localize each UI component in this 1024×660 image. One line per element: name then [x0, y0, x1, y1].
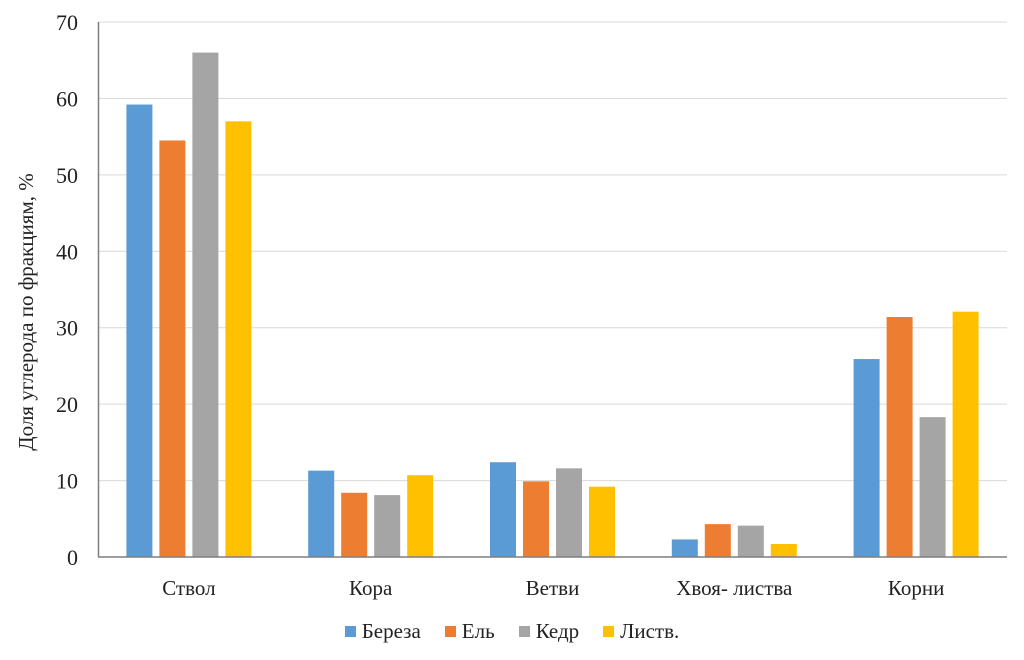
bar-Листв.-Кора — [407, 475, 434, 557]
bar-Листв.-Ствол — [225, 121, 252, 557]
y-axis-ticks: 0 10 20 30 40 50 60 70 — [56, 10, 78, 570]
x-axis-categories: Ствол Кора Ветви Хвоя- листва Корни — [162, 576, 944, 600]
bar-Листв.-Ветви — [589, 486, 615, 557]
y-tick-label: 10 — [56, 469, 78, 494]
legend-label: Береза — [361, 619, 421, 643]
bar-Кедр-Хвоя- листва — [737, 525, 764, 557]
bar-Береза-Корни — [853, 359, 880, 557]
bar-Кедр-Корни — [919, 417, 946, 557]
y-tick-label: 30 — [56, 316, 78, 341]
bar-Ель-Кора — [341, 492, 368, 557]
legend-swatch-icon — [444, 626, 456, 637]
legend-item: Кедр — [518, 619, 580, 644]
legend-label: Кедр — [535, 619, 580, 643]
legend: Береза Ель Кедр Листв. — [0, 619, 1024, 644]
legend-item: Ель — [444, 619, 495, 644]
y-axis-label: Доля углерода по фракциям, % — [14, 173, 38, 450]
x-category-label: Корни — [888, 576, 944, 600]
bar-Береза-Кора — [308, 470, 335, 557]
bars — [126, 52, 979, 558]
y-tick-label: 0 — [67, 545, 78, 570]
y-tick-label: 50 — [56, 163, 78, 188]
bar-Кедр-Ствол — [192, 52, 219, 557]
bar-Береза-Ствол — [126, 104, 153, 558]
bar-Ель-Корни — [886, 317, 913, 557]
x-category-label: Ветви — [526, 576, 580, 600]
legend-label: Листв. — [620, 619, 680, 643]
bar-Ель-Ствол — [159, 140, 186, 557]
legend-item: Листв. — [603, 619, 679, 644]
legend-swatch-icon — [603, 626, 615, 637]
bar-Береза-Ветви — [490, 462, 516, 557]
bar-Береза-Хвоя- листва — [671, 539, 698, 557]
bar-Кедр-Ветви — [556, 468, 582, 557]
bar-Листв.-Корни — [952, 311, 979, 557]
legend-label: Ель — [461, 619, 495, 643]
x-category-label: Ствол — [162, 576, 215, 600]
legend-item: Береза — [344, 619, 421, 644]
bar-Кедр-Кора — [374, 495, 401, 557]
y-tick-label: 20 — [56, 392, 78, 417]
y-tick-label: 70 — [56, 10, 78, 35]
bar-Ель-Хвоя- листва — [704, 524, 731, 557]
legend-swatch-icon — [344, 626, 356, 637]
x-category-label: Хвоя- листва — [676, 576, 793, 600]
x-category-label: Кора — [349, 576, 393, 600]
y-tick-label: 40 — [56, 239, 78, 264]
bar-Ель-Ветви — [523, 481, 549, 557]
y-tick-label: 60 — [56, 86, 78, 111]
bar-Листв.-Хвоя- листва — [770, 544, 797, 557]
legend-swatch-icon — [518, 626, 530, 637]
